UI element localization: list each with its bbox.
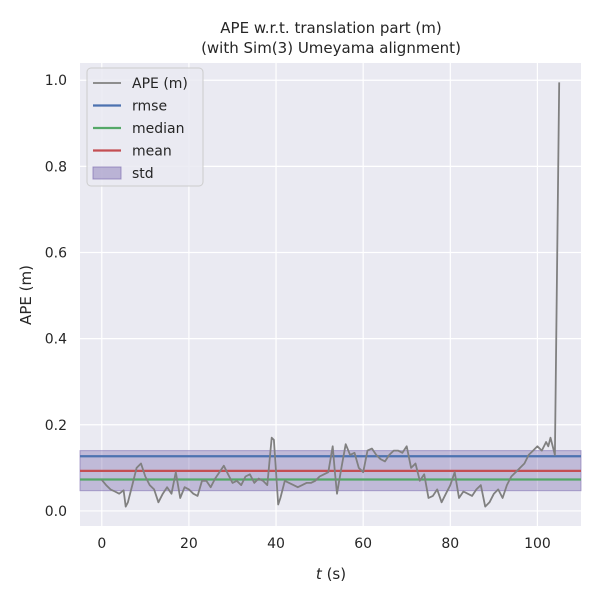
- grid: [80, 63, 581, 526]
- legend-box: [86, 67, 204, 187]
- y-tick-label: 1.0: [45, 73, 67, 89]
- y-axis-label: APE (m): [17, 265, 35, 325]
- x-tick-label: 100: [524, 536, 551, 552]
- x-tick-label: 60: [354, 536, 372, 552]
- legend-ape-label: APE (m): [132, 76, 188, 92]
- x-tick-label: 80: [441, 536, 459, 552]
- x-axis-label: t (s): [316, 565, 346, 583]
- ape-series-line: [101, 82, 561, 508]
- x-tick-label: 20: [180, 536, 198, 552]
- legend-mean-label: mean: [132, 144, 172, 160]
- chart-subtitle: (with Sim(3) Umeyama alignment): [201, 39, 461, 57]
- legend-std-swatch: [92, 166, 122, 180]
- y-tick-label: 0.6: [45, 246, 67, 262]
- x-tick-label: 0: [97, 536, 106, 552]
- x-tick-label: 40: [267, 536, 285, 552]
- legend-std-label: std: [132, 166, 154, 182]
- y-tick-label: 0.8: [45, 159, 67, 175]
- y-tick-label: 0.2: [45, 418, 67, 434]
- y-tick-label: 0.0: [45, 504, 67, 520]
- legend: APE (m) rmse median mean std: [86, 67, 204, 187]
- legend-rmse-label: rmse: [132, 99, 167, 115]
- legend-median-label: median: [132, 121, 184, 137]
- chart-title: APE w.r.t. translation part (m): [220, 19, 441, 37]
- y-tick-label: 0.4: [45, 332, 67, 348]
